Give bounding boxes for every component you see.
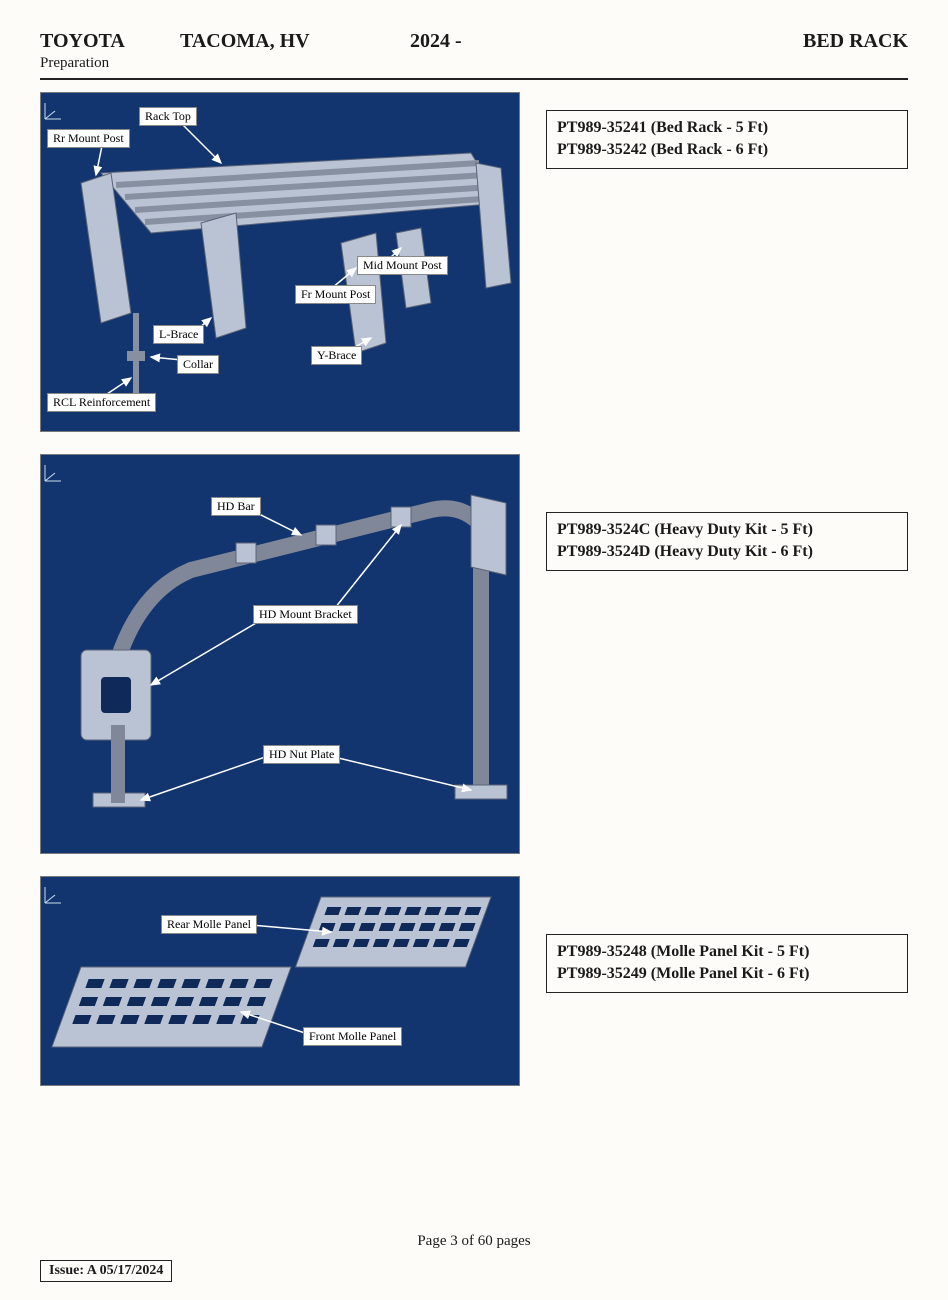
part-line: PT989-35249 (Molle Panel Kit - 6 Ft) xyxy=(557,963,897,985)
header-title: BED RACK xyxy=(590,30,908,53)
label-collar: Collar xyxy=(177,355,219,374)
header-year: 2024 - xyxy=(410,30,590,53)
part-line: PT989-35242 (Bed Rack - 6 Ft) xyxy=(557,139,897,161)
diagram-molle-panel: Rear Molle Panel Front Molle Panel xyxy=(40,876,520,1086)
molle-panel-svg xyxy=(41,877,521,1087)
part-line: PT989-3524C (Heavy Duty Kit - 5 Ft) xyxy=(557,519,897,541)
label-front-molle-panel: Front Molle Panel xyxy=(303,1027,402,1046)
label-rear-molle-panel: Rear Molle Panel xyxy=(161,915,257,934)
axis-icon xyxy=(41,883,65,907)
heavy-duty-svg xyxy=(41,455,521,855)
header-model: TACOMA, HV xyxy=(180,30,410,53)
diagram-bed-rack: Rack Top Rr Mount Post Mid Mount Post Fr… xyxy=(40,92,520,432)
label-fr-mount-post: Fr Mount Post xyxy=(295,285,376,304)
part-line: PT989-35241 (Bed Rack - 5 Ft) xyxy=(557,117,897,139)
label-hd-bar: HD Bar xyxy=(211,497,261,516)
label-y-brace: Y-Brace xyxy=(311,346,362,365)
section-heavy-duty: HD Bar HD Mount Bracket HD Nut Plate PT9… xyxy=(40,454,908,854)
document-header: TOYOTA TACOMA, HV 2024 - BED RACK xyxy=(40,30,908,53)
issue-box: Issue: A 05/17/2024 xyxy=(40,1260,172,1282)
label-rr-mount-post: Rr Mount Post xyxy=(47,129,130,148)
page-footer: Page 3 of 60 pages xyxy=(0,1233,948,1250)
diagram-heavy-duty: HD Bar HD Mount Bracket HD Nut Plate xyxy=(40,454,520,854)
header-rule xyxy=(40,78,908,80)
section-bed-rack: Rack Top Rr Mount Post Mid Mount Post Fr… xyxy=(40,92,908,432)
label-mid-mount-post: Mid Mount Post xyxy=(357,256,448,275)
label-rcl-reinforcement: RCL Reinforcement xyxy=(47,393,156,412)
label-l-brace: L-Brace xyxy=(153,325,204,344)
header-subtitle: Preparation xyxy=(40,55,908,72)
partbox-heavy-duty: PT989-3524C (Heavy Duty Kit - 5 Ft) PT98… xyxy=(546,512,908,571)
part-line: PT989-35248 (Molle Panel Kit - 5 Ft) xyxy=(557,941,897,963)
axis-icon xyxy=(41,99,65,123)
partbox-bed-rack: PT989-35241 (Bed Rack - 5 Ft) PT989-3524… xyxy=(546,110,908,169)
partbox-molle-panel: PT989-35248 (Molle Panel Kit - 5 Ft) PT9… xyxy=(546,934,908,993)
section-molle-panel: Rear Molle Panel Front Molle Panel PT989… xyxy=(40,876,908,1086)
label-hd-mount-bracket: HD Mount Bracket xyxy=(253,605,358,624)
label-hd-nut-plate: HD Nut Plate xyxy=(263,745,340,764)
label-rack-top: Rack Top xyxy=(139,107,197,126)
part-line: PT989-3524D (Heavy Duty Kit - 6 Ft) xyxy=(557,541,897,563)
header-brand: TOYOTA xyxy=(40,30,180,53)
axis-icon xyxy=(41,461,65,485)
